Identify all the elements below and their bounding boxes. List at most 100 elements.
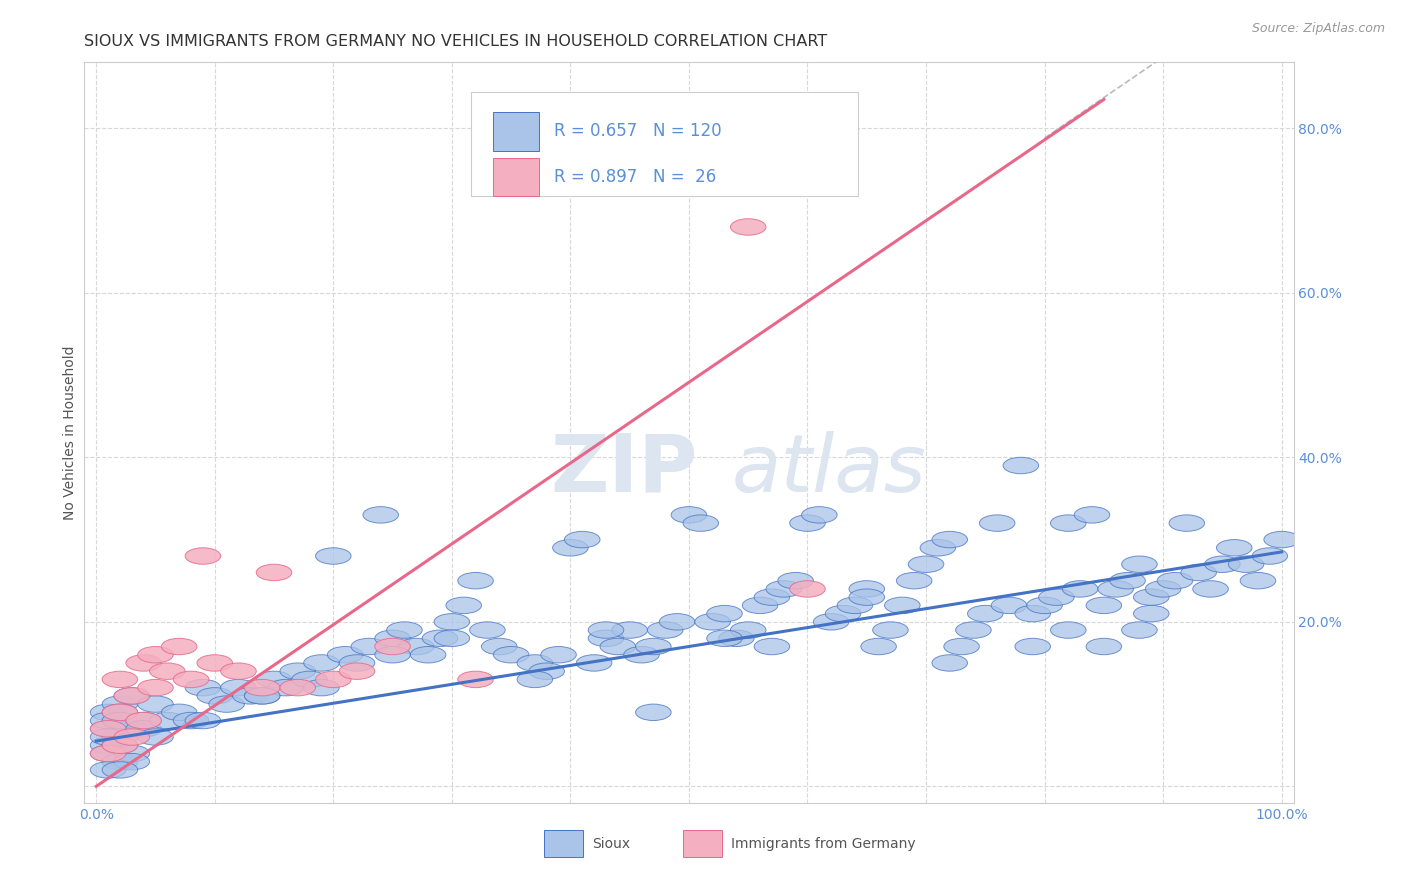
Ellipse shape [114,745,149,762]
Ellipse shape [103,713,138,729]
Ellipse shape [256,565,292,581]
Ellipse shape [967,606,1002,622]
Ellipse shape [90,745,127,762]
Text: SIOUX VS IMMIGRANTS FROM GERMANY NO VEHICLES IN HOUSEHOLD CORRELATION CHART: SIOUX VS IMMIGRANTS FROM GERMANY NO VEHI… [84,34,828,49]
Ellipse shape [494,647,529,663]
Text: Source: ZipAtlas.com: Source: ZipAtlas.com [1251,22,1385,36]
Ellipse shape [127,713,162,729]
Ellipse shape [790,515,825,532]
Ellipse shape [375,639,411,655]
Ellipse shape [458,573,494,589]
Ellipse shape [814,614,849,630]
Ellipse shape [956,622,991,639]
Ellipse shape [103,671,138,688]
Ellipse shape [541,647,576,663]
Ellipse shape [908,556,943,573]
Ellipse shape [932,655,967,671]
Ellipse shape [1264,532,1299,548]
Text: atlas: atlas [731,431,927,508]
Ellipse shape [1085,597,1122,614]
Ellipse shape [695,614,731,630]
Ellipse shape [897,573,932,589]
Ellipse shape [375,630,411,647]
Text: R = 0.657   N = 120: R = 0.657 N = 120 [554,122,721,140]
Ellipse shape [1122,622,1157,639]
Ellipse shape [103,737,138,754]
Ellipse shape [1002,458,1039,474]
Ellipse shape [245,680,280,696]
Ellipse shape [127,721,162,737]
Ellipse shape [1085,639,1122,655]
Ellipse shape [766,581,801,597]
Ellipse shape [103,762,138,778]
Ellipse shape [127,713,162,729]
Ellipse shape [1192,581,1229,597]
Ellipse shape [186,548,221,565]
Ellipse shape [90,704,127,721]
Ellipse shape [446,597,481,614]
Ellipse shape [1251,548,1288,565]
Ellipse shape [671,507,707,523]
Ellipse shape [731,219,766,235]
Ellipse shape [434,630,470,647]
Text: R = 0.897   N =  26: R = 0.897 N = 26 [554,168,716,186]
Text: Immigrants from Germany: Immigrants from Germany [731,837,915,850]
Text: Sioux: Sioux [592,837,630,850]
Ellipse shape [422,630,458,647]
Ellipse shape [1181,565,1216,581]
Text: ZIP: ZIP [550,431,697,508]
Ellipse shape [778,573,814,589]
Ellipse shape [683,515,718,532]
Ellipse shape [481,639,517,655]
Ellipse shape [114,754,149,770]
Ellipse shape [1098,581,1133,597]
Ellipse shape [1168,515,1205,532]
Ellipse shape [517,671,553,688]
Ellipse shape [884,597,920,614]
Ellipse shape [375,647,411,663]
Ellipse shape [707,606,742,622]
Ellipse shape [138,729,173,745]
Ellipse shape [1015,606,1050,622]
Ellipse shape [138,696,173,713]
Ellipse shape [162,639,197,655]
Ellipse shape [529,663,564,680]
Ellipse shape [825,606,860,622]
Ellipse shape [103,704,138,721]
Ellipse shape [718,630,754,647]
Ellipse shape [1050,515,1085,532]
Ellipse shape [434,614,470,630]
Ellipse shape [149,663,186,680]
Ellipse shape [980,515,1015,532]
Bar [494,158,538,196]
Ellipse shape [1146,581,1181,597]
Ellipse shape [232,688,269,704]
Ellipse shape [245,688,280,704]
Ellipse shape [90,737,127,754]
Ellipse shape [269,680,304,696]
Ellipse shape [707,630,742,647]
Ellipse shape [517,655,553,671]
Ellipse shape [742,597,778,614]
Ellipse shape [339,655,375,671]
Ellipse shape [1074,507,1109,523]
Ellipse shape [873,622,908,639]
Ellipse shape [1026,597,1063,614]
Bar [544,830,582,857]
Ellipse shape [860,639,897,655]
Ellipse shape [90,713,127,729]
Ellipse shape [221,680,256,696]
Ellipse shape [647,622,683,639]
Ellipse shape [114,729,149,745]
Ellipse shape [173,671,209,688]
Ellipse shape [1109,573,1146,589]
Ellipse shape [103,754,138,770]
Ellipse shape [1216,540,1251,556]
Ellipse shape [731,622,766,639]
Ellipse shape [470,622,505,639]
Ellipse shape [790,581,825,597]
Ellipse shape [363,507,398,523]
Ellipse shape [114,721,149,737]
Ellipse shape [801,507,837,523]
Ellipse shape [114,688,149,704]
